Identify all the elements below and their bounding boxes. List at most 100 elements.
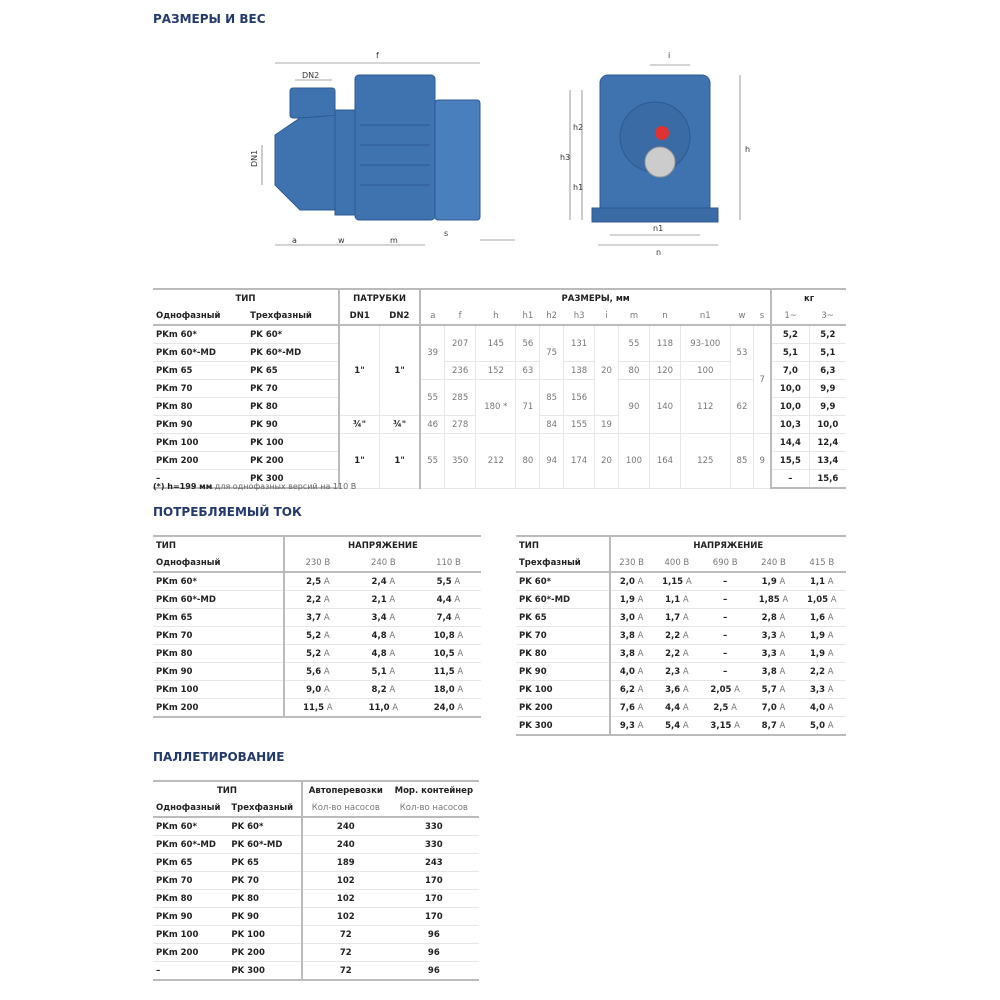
footnote: (*) h=199 мм для однофазных версий на 11…	[153, 482, 356, 491]
current-number: 5,1	[371, 666, 387, 677]
table-row: – PK 300 72 96	[153, 961, 479, 981]
current-unit: A	[457, 630, 464, 641]
type-three: PK 60*-MD	[247, 343, 340, 362]
weight-three: 12,4	[808, 433, 846, 452]
dim-n: 164	[648, 433, 681, 489]
current-value: 2,2 A	[797, 662, 846, 681]
current-value: 1,9 A	[749, 572, 798, 591]
dim-w: 62	[729, 379, 754, 434]
type-three: PK 90	[247, 415, 340, 434]
current-number: 2,2	[665, 630, 681, 641]
dim-f: 236	[444, 361, 476, 380]
current-unit: A	[454, 612, 461, 623]
current-unit: A	[323, 684, 330, 695]
weight-three: 15,6	[808, 469, 846, 489]
current-unit: A	[323, 648, 330, 659]
current-unit: A	[637, 594, 644, 605]
dim-i: 19	[594, 415, 619, 434]
header-single-phase: Однофазный	[153, 799, 229, 818]
current-unit: A	[827, 720, 834, 731]
current-number: 2,2	[665, 648, 681, 659]
current-number: 6,2	[619, 684, 635, 695]
header-phase: Трехфазный	[516, 554, 611, 573]
type-three: PK 80	[247, 397, 340, 416]
current-number: 7,0	[761, 702, 777, 713]
current-value: 3,0 A	[609, 608, 653, 627]
current-value: –	[701, 572, 750, 591]
dim-m: 100	[617, 433, 650, 489]
header-col-a: a	[420, 307, 445, 326]
current-unit: A	[779, 576, 786, 587]
type-three: PK 70	[247, 379, 340, 398]
current-number: 1,9	[619, 594, 635, 605]
dim-a: 46	[419, 415, 445, 434]
current-number: 3,3	[761, 648, 777, 659]
header-row: ТИП Автоперевозки Мор. контейнер	[153, 780, 479, 799]
dim-n1: 125	[680, 433, 731, 489]
dim-h: 212	[475, 433, 516, 489]
header-col-s: s	[753, 307, 773, 326]
current-value: 5,1 A	[350, 662, 416, 681]
label-h3: h3	[560, 153, 570, 162]
pump-type: PKm 70	[153, 626, 285, 645]
current-unit: A	[323, 630, 330, 641]
current-value: –	[701, 590, 750, 609]
current-unit: A	[389, 612, 396, 623]
current-number: –	[723, 648, 728, 659]
current-value: 11,5 A	[283, 698, 351, 718]
current-value: 9,0 A	[283, 680, 351, 699]
current-value: 1,9 A	[609, 590, 653, 609]
qty-truck: 102	[301, 871, 389, 890]
dim-dn2: 1"	[379, 433, 422, 489]
current-unit: A	[782, 594, 789, 605]
type-three: PK 100	[228, 925, 303, 944]
current-number: 11,5	[303, 702, 325, 713]
current-value: 2,2 A	[652, 644, 702, 663]
current-number: 3,6	[665, 684, 681, 695]
qty-truck: 72	[301, 961, 389, 981]
current-number: 1,85	[758, 594, 780, 605]
dim-h2: 85	[539, 379, 564, 416]
current-value: 7,6 A	[609, 698, 653, 717]
qty-truck: 240	[301, 817, 389, 836]
table-row: PK 60* 2,0 A 1,15 A –1,9 A 1,1 A	[516, 572, 846, 591]
current-value: 18,0 A	[415, 680, 481, 699]
current-value: 2,3 A	[652, 662, 702, 681]
current-unit: A	[457, 648, 464, 659]
type-single: PKm 90	[153, 907, 229, 926]
dim-m: 80	[617, 361, 650, 380]
current-number: 4,8	[371, 648, 387, 659]
dim-n1: 112	[680, 379, 731, 434]
header-voltage-value: 110 В	[415, 554, 481, 573]
dim-w: 85	[729, 433, 754, 489]
label-dn1: DN1	[250, 150, 259, 167]
type-single: PKm 200	[153, 943, 229, 962]
current-number: 1,1	[810, 576, 826, 587]
dim-h: 152	[475, 361, 516, 380]
current-value: 2,8 A	[749, 608, 798, 627]
current-number: 8,2	[371, 684, 387, 695]
current-value: 3,4 A	[350, 608, 416, 627]
header-row: Однофазный 230 В 240 В 110 В	[153, 554, 481, 573]
qty-truck: 102	[301, 889, 389, 908]
type-single: PKm 80	[153, 397, 248, 416]
dim-h1: 56	[515, 325, 540, 362]
header-row: ТИП НАПРЯЖЕНИЕ	[516, 535, 846, 554]
table-row: PKm 60*-MD 2,2 A 2,1 A 4,4 A	[153, 590, 481, 609]
dim-f: 285	[444, 379, 476, 416]
current-number: 2,2	[810, 666, 826, 677]
current-value: 2,5 A	[701, 698, 750, 717]
header-truck: Автоперевозки	[301, 780, 389, 799]
dimensions-table: ТИП ПАТРУБКИ РАЗМЕРЫ, мм кг Однофазный Тр…	[153, 288, 846, 489]
type-single: –	[153, 469, 248, 489]
dim-f: 207	[444, 325, 476, 362]
type-single: PKm 90	[153, 415, 248, 434]
dim-h3: 155	[563, 415, 595, 434]
current-number: 2,4	[371, 576, 387, 587]
header-voltage-value: 690 В	[701, 554, 750, 573]
current-number: 7,4	[436, 612, 452, 623]
current-number: 1,9	[810, 648, 826, 659]
current-unit: A	[389, 684, 396, 695]
weight-single: 7,0	[771, 361, 810, 380]
type-three: PK 80	[228, 889, 303, 908]
